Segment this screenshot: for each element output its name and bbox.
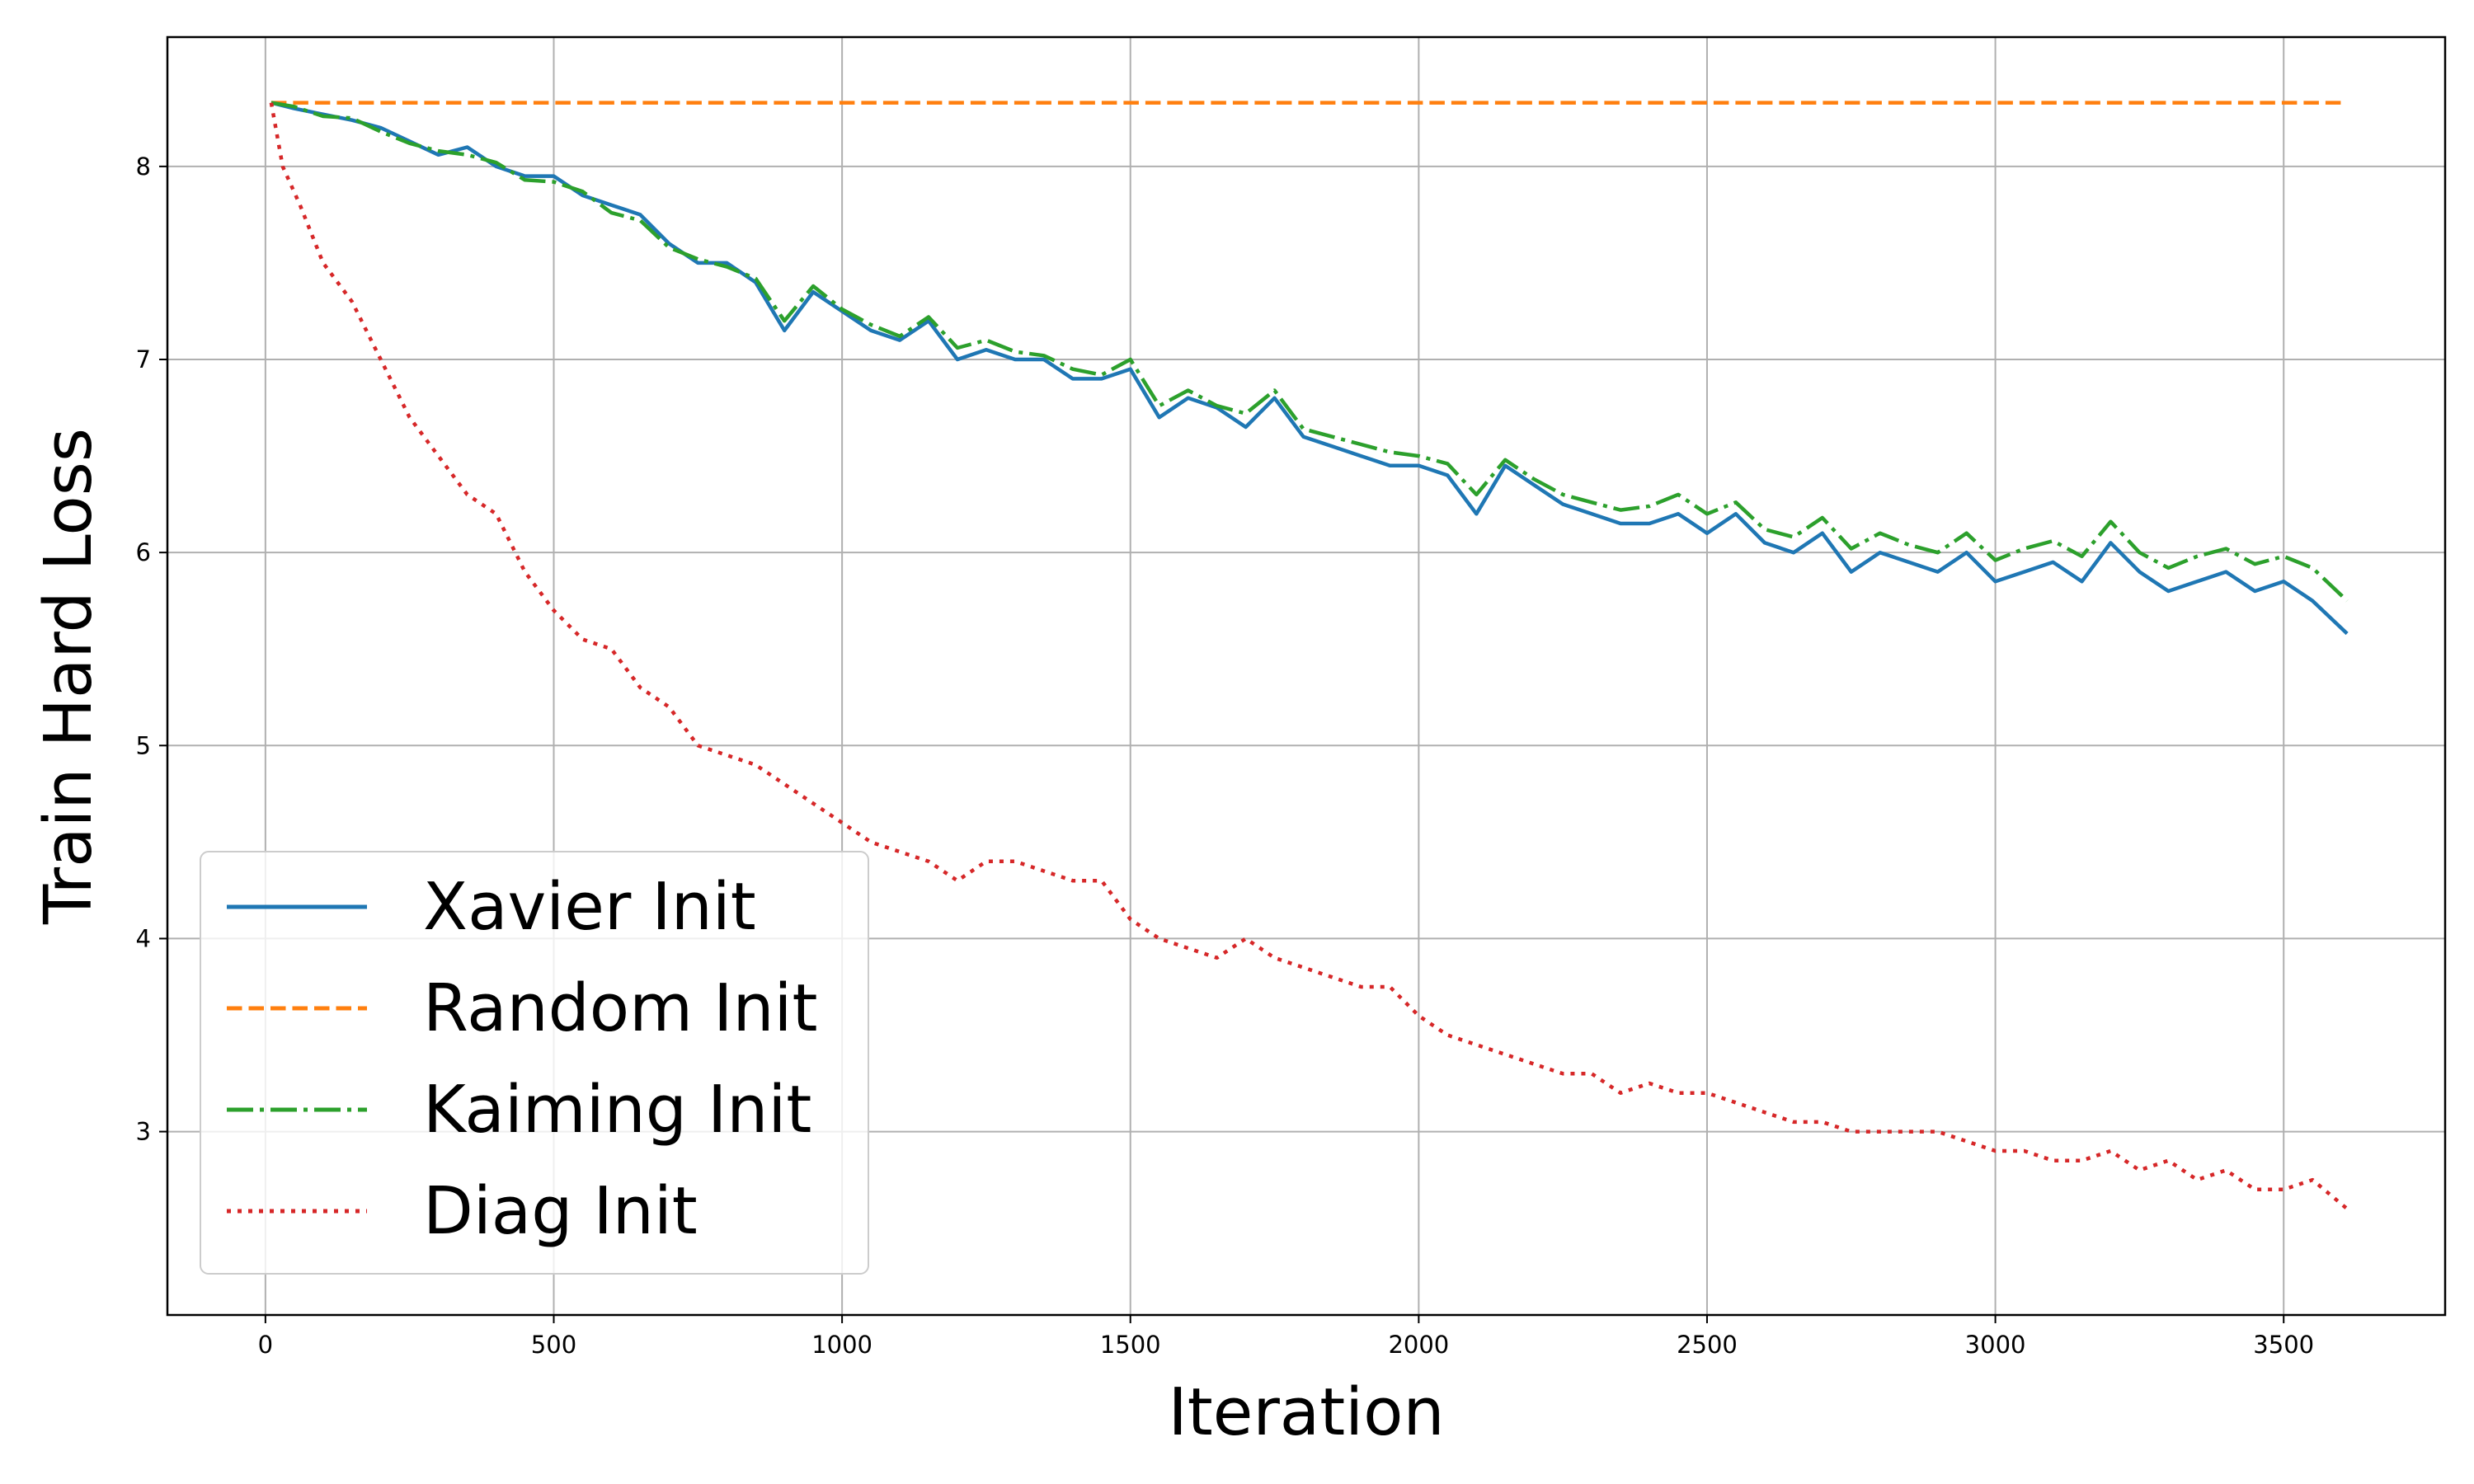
legend-frame [200, 851, 869, 1275]
x-tick-label: 2000 [1388, 1331, 1449, 1359]
x-tick-label: 1000 [811, 1331, 872, 1359]
series-line-kaiming-init [270, 101, 2349, 603]
legend: Xavier Init Random Init Kaiming Init Dia… [200, 851, 869, 1275]
legend-label-random: Random Init [423, 970, 817, 1046]
series-line-diag-init [269, 102, 2349, 1210]
plot-frame [166, 35, 2447, 1317]
y-tick-label: 5 [136, 731, 151, 759]
legend-label-xavier: Xavier Init [423, 869, 756, 945]
x-axis-title: Iteration [1168, 1374, 1444, 1450]
y-tick-label: 3 [136, 1118, 151, 1146]
y-tick-label: 6 [136, 538, 151, 566]
ticks: 0 500 1000 1500 2000 2500 3000 3500 3 4 5 6 7 8 [136, 153, 2315, 1359]
y-tick-label: 4 [136, 924, 151, 952]
x-tick-label: 3000 [1965, 1331, 2026, 1359]
x-tick-label: 2500 [1677, 1331, 1738, 1359]
legend-label-diag: Diag Init [423, 1173, 698, 1249]
x-tick-label: 500 [531, 1331, 576, 1359]
x-tick-label: 1500 [1100, 1331, 1161, 1359]
series-line-xavier-init [270, 101, 2349, 636]
x-tick-label: 0 [258, 1331, 273, 1359]
legend-label-kaiming: Kaiming Init [423, 1072, 811, 1148]
x-tick-label: 3500 [2253, 1331, 2314, 1359]
y-tick-label: 8 [136, 153, 151, 181]
y-tick-label: 7 [136, 345, 151, 373]
series-layer [269, 101, 2349, 1210]
y-axis-title: Train Hard Loss [31, 428, 106, 925]
